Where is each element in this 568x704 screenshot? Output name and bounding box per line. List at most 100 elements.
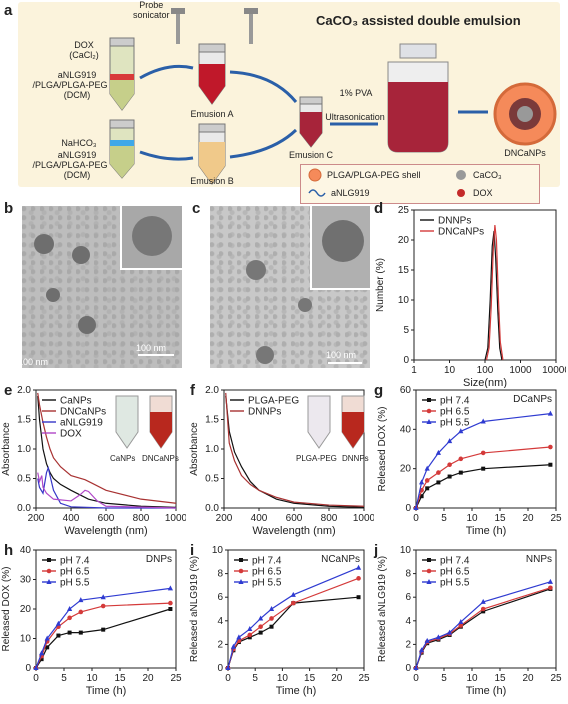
inset-e-label-2: DNCaNPs	[142, 454, 179, 463]
legend-label: pH 5.5	[252, 578, 282, 589]
legend-label: pH 7.4	[440, 396, 470, 407]
data-point	[480, 450, 486, 456]
x-tick-label: 0	[33, 673, 39, 684]
x-tick-label: 20	[331, 673, 343, 684]
legend-anlg-label: aNLG919	[331, 188, 370, 198]
x-tick-label: 20	[522, 513, 534, 524]
vial-icon	[307, 395, 331, 449]
data-point	[481, 609, 486, 614]
legend-label: pH 6.5	[440, 407, 470, 418]
data-point	[236, 634, 242, 640]
emulsion-b-tube-icon	[198, 123, 226, 185]
y-axis-label: Released DOX (%)	[377, 406, 388, 491]
y-tick-label: 40	[400, 424, 412, 435]
legend-marker	[238, 568, 244, 574]
data-point	[355, 564, 362, 570]
legend-label: CaNPs	[60, 396, 92, 407]
dox-icon	[457, 189, 465, 197]
data-point	[39, 657, 44, 662]
legend-label: pH 7.4	[440, 556, 470, 567]
panel-letter-i: i	[190, 542, 195, 559]
tem-image-b: 100 nm 100 nm	[22, 206, 182, 368]
panel-letter-a: a	[4, 2, 13, 19]
legend-marker	[46, 568, 52, 574]
series-line-dncanps	[485, 224, 504, 361]
data-point	[55, 620, 61, 626]
legend-marker	[426, 568, 432, 574]
legend-label: pH 6.5	[440, 567, 470, 578]
data-point	[67, 630, 72, 635]
data-point	[548, 462, 553, 467]
y-tick-label: 30	[20, 575, 32, 586]
chart-g: 0 5 10 15 20 25 0 20 40 60 Time (h) Released DOX (%…	[377, 385, 562, 537]
data-point	[258, 624, 263, 629]
tube2-label-2: aNLG919	[57, 150, 97, 160]
y-tick-label: 8	[405, 569, 411, 580]
data-point	[480, 606, 486, 612]
x-tick-label: 15	[494, 673, 506, 684]
legend-marker	[238, 579, 244, 584]
data-point	[447, 462, 452, 468]
legend-marker	[239, 558, 243, 562]
chart-h: 0 5 10 15 20 25 0 10 20 30 40 Time (h) Released DOX …	[1, 545, 182, 697]
pva-label: 1% PVA	[339, 88, 373, 98]
y-tick-label: 10	[400, 545, 412, 556]
x-tick-label: 1000	[353, 513, 374, 524]
data-point	[67, 615, 72, 621]
data-point	[356, 576, 361, 581]
x-axis-label: Wavelength (nm)	[64, 525, 147, 537]
y-tick-label: 1.5	[205, 415, 219, 426]
tube1-label-1: DOX	[74, 40, 94, 50]
x-axis-label: Time (h)	[466, 685, 507, 697]
tube2-label-1: NaHCO₃	[61, 138, 97, 148]
data-point	[447, 474, 452, 479]
x-tick-label: 5	[441, 513, 447, 524]
schematic-title: CaCO₃ assisted double emulsion	[316, 13, 521, 28]
x-tick-label: 400	[63, 513, 80, 524]
series-line-ph-5.5	[415, 581, 551, 669]
product-label: DNCaNPs	[504, 148, 546, 158]
data-point	[425, 486, 430, 491]
y-tick-label: 4	[217, 616, 223, 627]
y-tick-label: 0.0	[205, 503, 219, 514]
x-tick-label: 10	[86, 673, 98, 684]
scale-bar	[138, 354, 174, 356]
legend-label: DNNPs	[248, 407, 281, 418]
legend-marker	[46, 579, 52, 584]
tube1-label-4: /PLGA/PLGA-PEG	[32, 80, 108, 90]
data-point	[356, 595, 361, 600]
legend-label: aNLG919	[60, 418, 103, 429]
shell-icon	[308, 168, 322, 182]
inset-e-label-1: CaNPs	[110, 454, 136, 463]
x-axis-label: Time (h)	[86, 685, 127, 697]
legend-caco3-label: CaCO₃	[473, 170, 502, 180]
series-line-plga-peg	[225, 395, 365, 509]
series-line-dox	[37, 472, 177, 509]
emulsion-b-label: Emusion B	[190, 176, 234, 186]
schematic-legend: PLGA/PLGA-PEG shell aNLG919 CaCO₃ DOX	[300, 164, 540, 204]
x-tick-label: 100	[477, 365, 494, 376]
legend-label: DNNPs	[438, 216, 471, 227]
panel-letter-d: d	[374, 200, 384, 217]
data-point	[547, 578, 553, 584]
inset-f-label-1: PLGA-PEG	[296, 454, 337, 463]
data-point	[247, 626, 253, 632]
x-axis-label: Time (h)	[466, 525, 507, 537]
tem-image-c: 100 nm	[210, 206, 370, 368]
scale-bar-label-2: 100 nm	[22, 357, 49, 367]
nanoparticle-icon	[493, 82, 557, 146]
data-point	[458, 428, 464, 434]
caco3-icon	[456, 170, 466, 180]
y-axis-label: Absorbance	[1, 422, 12, 476]
data-point	[481, 466, 486, 471]
data-point	[33, 665, 39, 670]
legend-label: DNCaNPs	[60, 407, 106, 418]
legend-marker	[47, 558, 51, 562]
data-point	[225, 665, 231, 670]
vial-icon	[115, 395, 139, 449]
plot-frame	[415, 389, 557, 509]
y-tick-label: 40	[20, 545, 32, 556]
data-point	[168, 607, 173, 611]
legend-label: pH 7.4	[60, 556, 90, 567]
